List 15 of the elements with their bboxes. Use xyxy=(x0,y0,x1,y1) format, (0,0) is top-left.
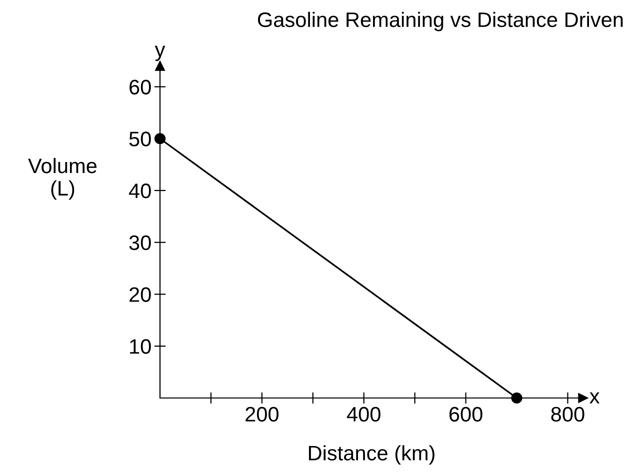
y-axis-title: Volume (L) xyxy=(28,158,97,200)
y-tick-label: 20 xyxy=(130,287,151,302)
x-tick-label: 800 xyxy=(551,406,584,422)
y-tick-label: 40 xyxy=(128,184,151,198)
x-tick-label: 400 xyxy=(346,406,380,422)
x-tick-label: 200 xyxy=(246,406,278,422)
y-tick-label: 60 xyxy=(130,80,151,95)
text: x xyxy=(590,392,600,404)
y-tick-label: 30 xyxy=(129,235,151,250)
x-tick-label: 600 xyxy=(449,406,482,422)
chart-title: Gasoline Remaining vs Distance Driven xyxy=(258,12,623,32)
y-tick-label: 10 xyxy=(130,339,151,354)
text: y xyxy=(154,46,166,62)
x-axis-title: Distance (km) xyxy=(308,445,434,465)
y-tick-label: 50 xyxy=(129,132,151,146)
